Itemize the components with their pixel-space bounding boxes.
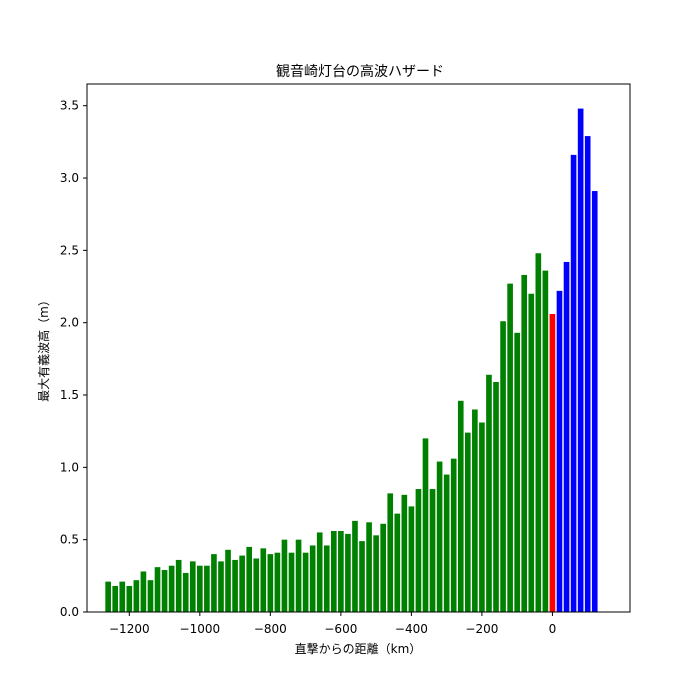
- bar--120: [507, 283, 513, 612]
- y-tick-label: 3.0: [60, 171, 79, 185]
- bar--140: [500, 321, 506, 612]
- y-tick-label: 1.0: [60, 460, 79, 474]
- bar--100: [514, 332, 520, 612]
- bar--180: [486, 374, 492, 612]
- bar--740: [288, 552, 295, 612]
- y-tick-label: 2.0: [60, 316, 79, 330]
- bar-0: [549, 314, 556, 612]
- x-tick-label: −1200: [109, 622, 150, 636]
- bar--1180: [133, 580, 140, 612]
- bar--1000: [197, 565, 203, 612]
- bar--560: [352, 520, 358, 612]
- plot-frame: [86, 83, 631, 613]
- bar--980: [204, 565, 210, 612]
- bar-20: [556, 290, 563, 612]
- bar--780: [274, 552, 281, 612]
- x-tick-label: 0: [549, 622, 557, 636]
- bar--620: [330, 530, 337, 612]
- bar--1060: [175, 559, 182, 612]
- bar--480: [380, 523, 387, 612]
- bar--800: [267, 554, 274, 612]
- bar--680: [309, 545, 316, 612]
- bar--20: [542, 270, 549, 612]
- bar-100: [584, 136, 591, 612]
- bar--1120: [154, 567, 161, 612]
- bar--80: [521, 274, 528, 612]
- x-axis-label: 直撃からの距離（km）: [295, 641, 422, 656]
- bar--660: [316, 532, 323, 612]
- bar--720: [295, 539, 302, 612]
- bar--1140: [147, 580, 154, 612]
- bar--1260: [105, 581, 111, 612]
- bar--400: [408, 506, 415, 612]
- bar--320: [436, 461, 443, 612]
- bar--60: [528, 293, 535, 612]
- bar--920: [225, 549, 231, 612]
- bar--40: [535, 253, 542, 612]
- bar--1100: [161, 570, 168, 612]
- bar-series: [105, 108, 598, 612]
- bar--900: [232, 559, 238, 612]
- bar--1160: [140, 571, 147, 612]
- bar--960: [211, 554, 217, 612]
- bar--700: [302, 552, 309, 612]
- x-tick-label: −800: [254, 622, 287, 636]
- bar--440: [394, 513, 401, 612]
- x-tick-label: −400: [395, 622, 428, 636]
- x-tick-label: −1000: [180, 622, 221, 636]
- bar--420: [401, 494, 408, 612]
- bar--840: [253, 558, 260, 612]
- bar--300: [443, 474, 450, 612]
- y-tick-label: 0.5: [60, 533, 79, 547]
- chart-title: 観音崎灯台の高波ハザード: [276, 63, 444, 80]
- bar--360: [422, 438, 429, 612]
- bar--1080: [168, 565, 175, 612]
- y-tick-label: 2.5: [60, 243, 79, 257]
- bar--340: [429, 489, 436, 612]
- bar-120: [591, 191, 598, 612]
- bar--760: [281, 539, 288, 612]
- y-tick-label: 1.5: [60, 388, 79, 402]
- bar--880: [239, 555, 245, 612]
- bar--600: [338, 530, 344, 612]
- bar--860: [246, 546, 253, 612]
- bar--820: [260, 548, 267, 612]
- bar--260: [457, 400, 464, 612]
- x-tick-label: −600: [324, 622, 357, 636]
- bar-60: [570, 154, 577, 612]
- bar--580: [345, 533, 351, 612]
- bar--1200: [126, 585, 133, 612]
- y-tick-label: 3.5: [60, 99, 79, 113]
- bar--500: [373, 535, 379, 612]
- bar--520: [366, 522, 372, 612]
- x-tick-label: −200: [465, 622, 498, 636]
- bar--200: [479, 422, 485, 612]
- bar--1240: [112, 585, 119, 612]
- bar--640: [323, 545, 330, 612]
- bar--240: [464, 432, 471, 612]
- bar--220: [472, 409, 478, 612]
- y-axis: 0.0 0.5 1.0 1.5 2.0 2.5 3.0 3.5: [60, 99, 87, 619]
- y-tick-label: 0.0: [60, 605, 79, 619]
- bar-40: [563, 261, 570, 612]
- bar--1220: [119, 581, 126, 612]
- bar-80: [577, 108, 584, 612]
- bar--160: [493, 381, 499, 612]
- bar--280: [450, 458, 457, 612]
- x-axis: −1200 −1000 −800 −600 −400 −200 0: [109, 612, 556, 636]
- bar--460: [387, 493, 394, 612]
- y-axis-label: 最大有義波高（m）: [36, 294, 51, 402]
- bar--1040: [182, 572, 189, 612]
- bar--540: [359, 541, 365, 612]
- bar--1020: [189, 561, 196, 612]
- bar--380: [415, 489, 422, 612]
- bar--940: [218, 561, 224, 612]
